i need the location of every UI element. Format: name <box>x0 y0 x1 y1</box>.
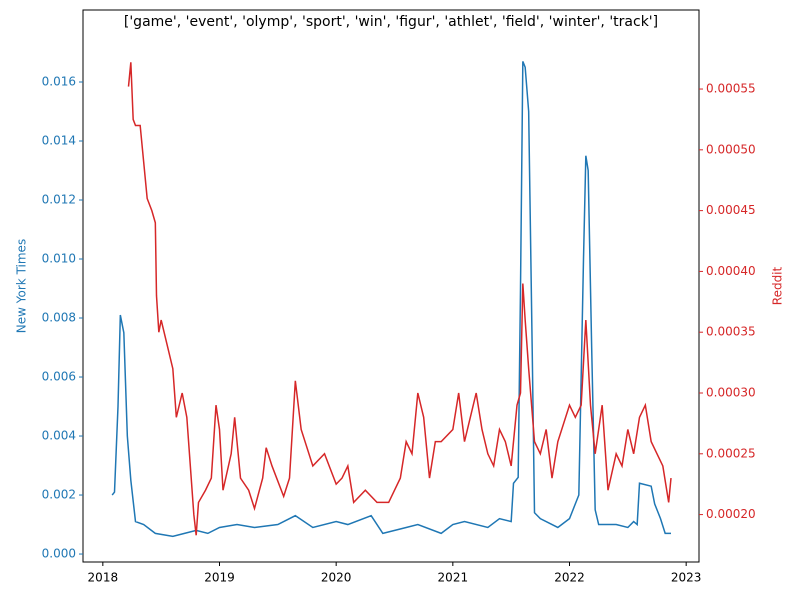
y2-tick-label: 0.00025 <box>706 446 756 460</box>
x-tick-label: 2018 <box>88 571 119 585</box>
y2-tick-label: 0.00055 <box>706 82 756 96</box>
x-tick-label: 2019 <box>204 571 235 585</box>
y-tick-label: 0.006 <box>42 370 76 384</box>
y-tick-label: 0.012 <box>42 192 76 206</box>
y2-axis-label: Reddit <box>771 266 785 305</box>
y-tick-label: 0.010 <box>42 252 76 266</box>
series-line <box>127 62 672 536</box>
y2-tick-label: 0.00035 <box>706 325 756 339</box>
y-tick-label: 0.008 <box>42 311 76 325</box>
chart-title: ['game', 'event', 'olymp', 'sport', 'win… <box>124 14 658 30</box>
plot-frame <box>82 9 700 563</box>
y2-tick-label: 0.00045 <box>706 203 756 217</box>
y2-tick-label: 0.00030 <box>706 385 756 399</box>
y-tick-label: 0.000 <box>42 547 76 561</box>
y2-tick-label: 0.00050 <box>706 142 756 156</box>
y-tick-label: 0.002 <box>42 488 76 502</box>
x-tick-label: 2023 <box>671 571 702 585</box>
y-axis-label: New York Times <box>15 239 29 333</box>
y2-tick-label: 0.00040 <box>706 264 756 278</box>
y2-tick-label: 0.00020 <box>706 507 756 521</box>
x-tick-label: 2022 <box>554 571 585 585</box>
x-tick-label: 2020 <box>321 571 352 585</box>
y-tick-label: 0.016 <box>42 74 76 88</box>
y-tick-label: 0.014 <box>42 133 76 147</box>
x-tick-label: 2021 <box>438 571 469 585</box>
y-tick-label: 0.004 <box>42 429 76 443</box>
series-line <box>111 61 671 538</box>
